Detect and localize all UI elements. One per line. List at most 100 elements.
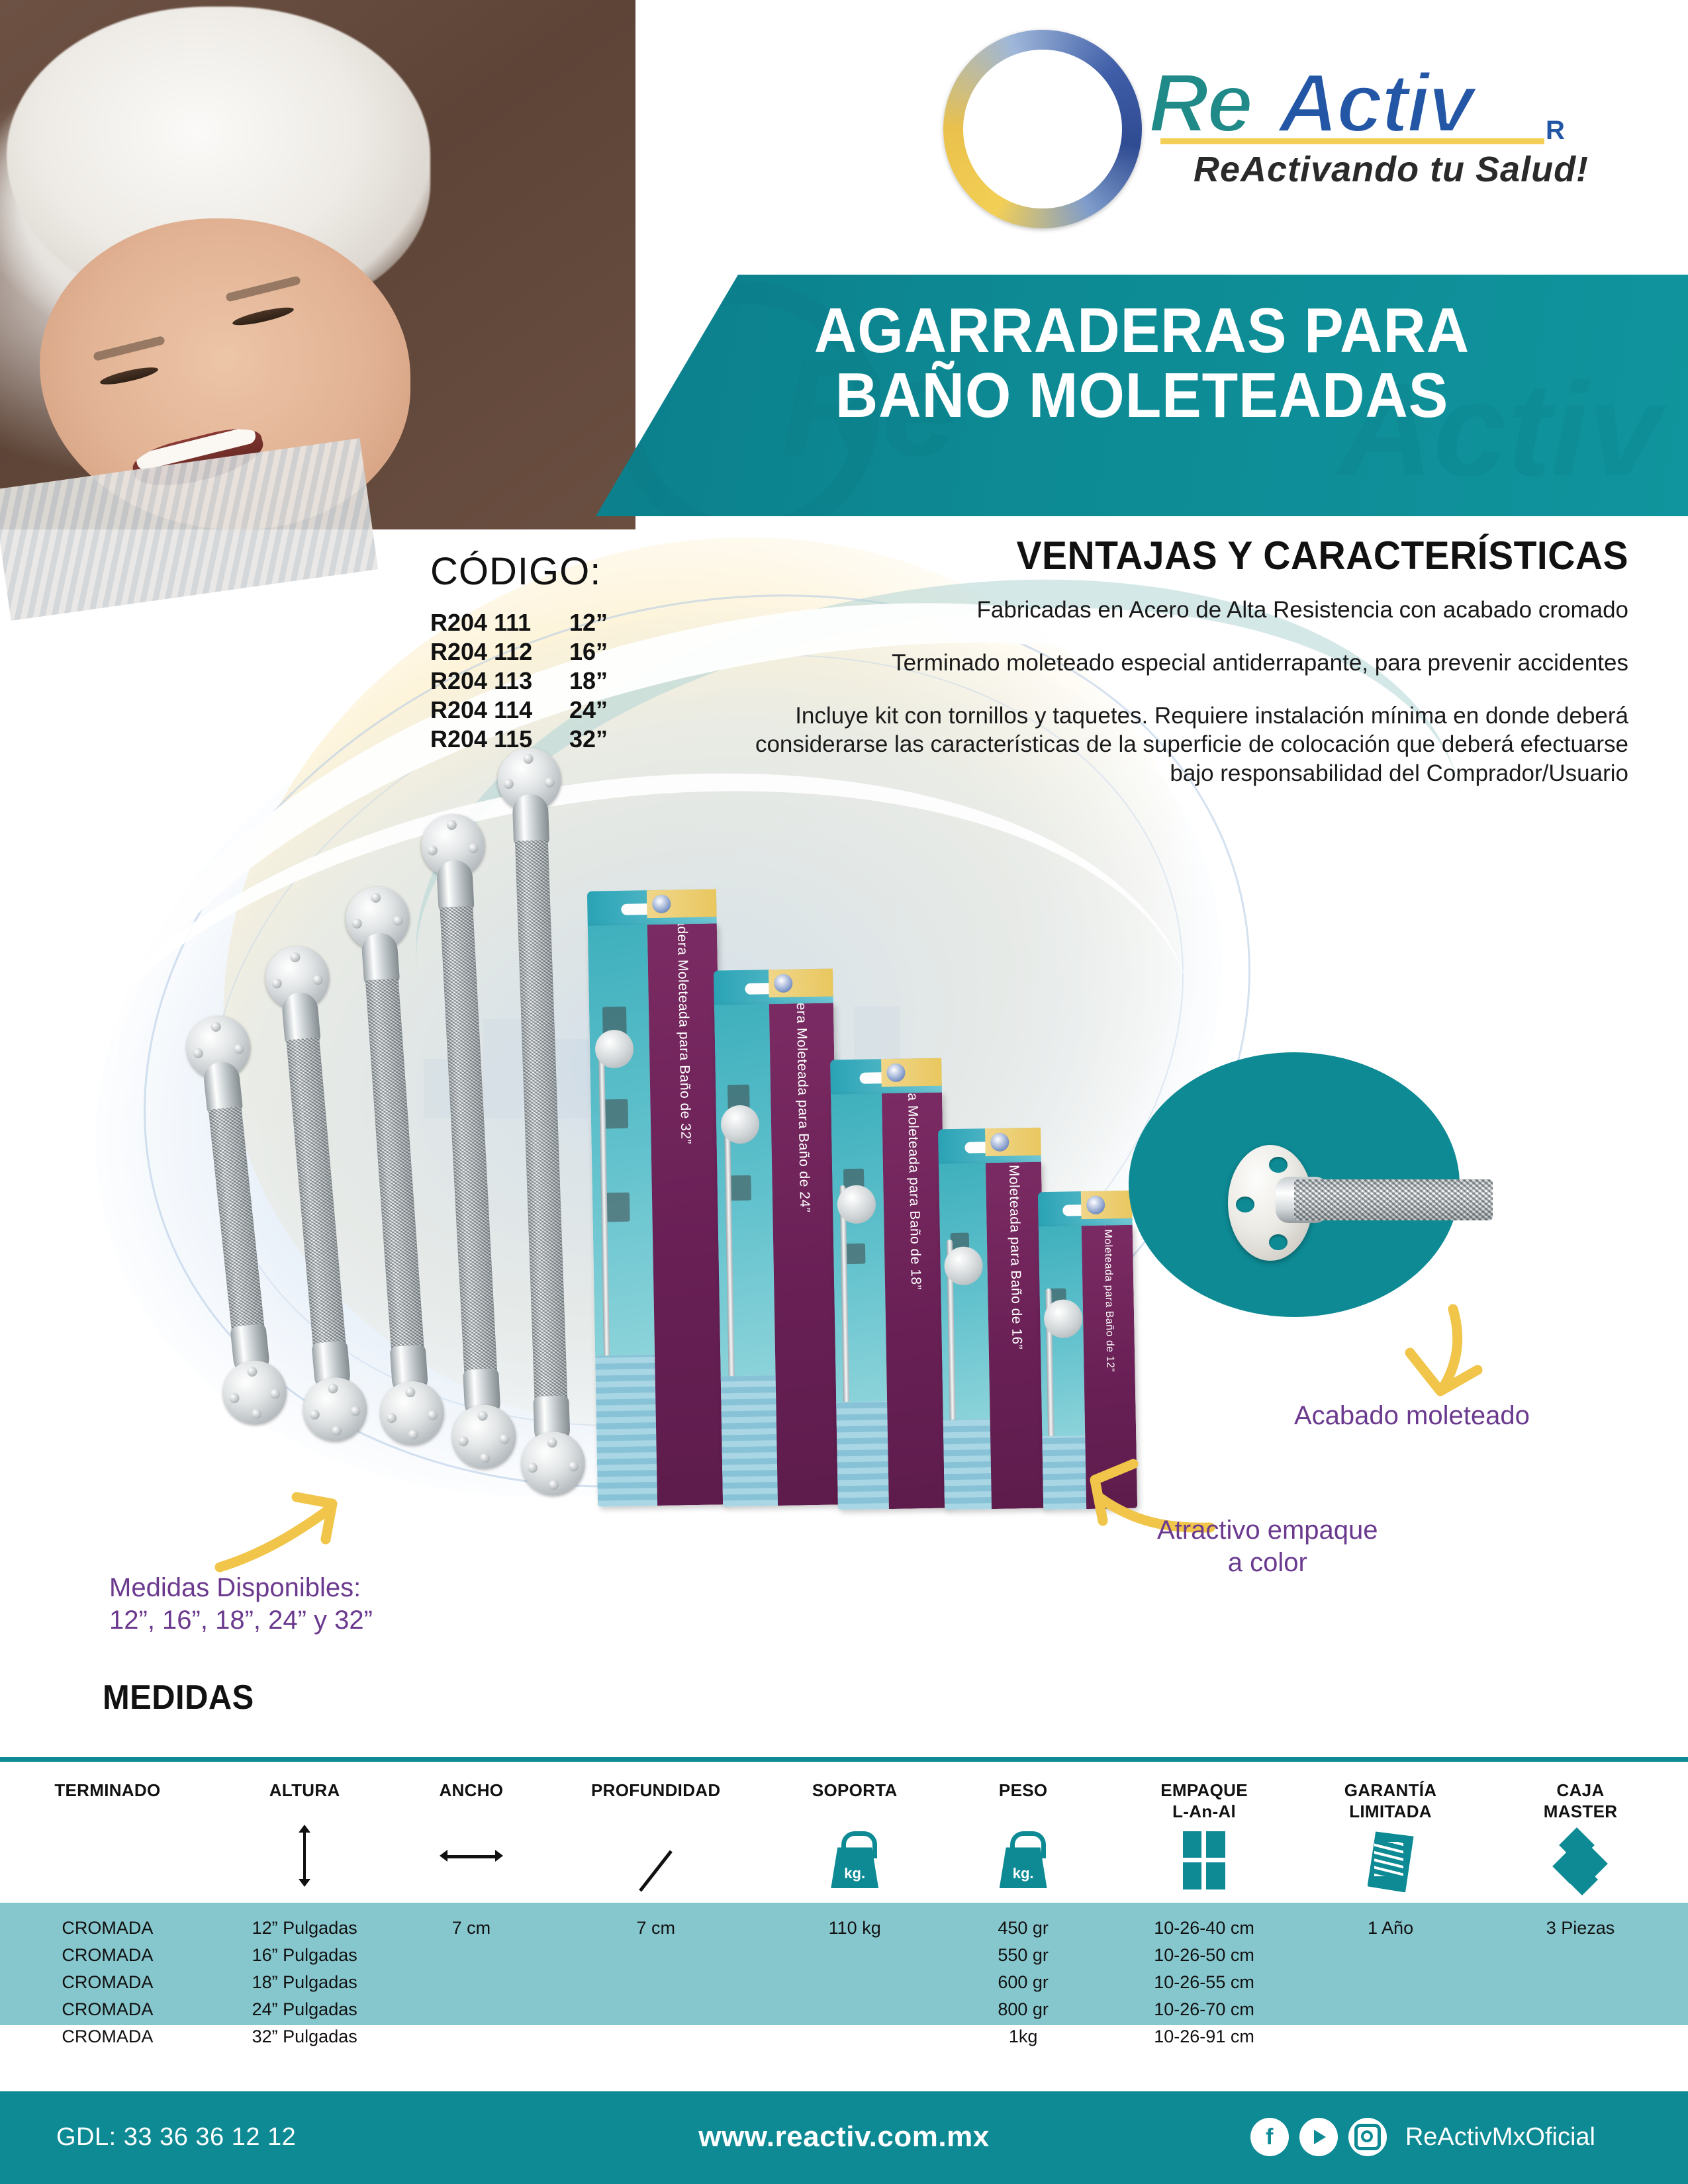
cell-peso: 550 gr	[998, 1945, 1049, 1966]
package-logo-strip	[1081, 1190, 1133, 1220]
table-header-row: TERMINADO ALTURA ANCHO PROFUNDIDAD SOPOR…	[0, 1762, 1688, 1822]
logo-swoop-icon	[1016, 128, 1096, 194]
cell-peso: 600 gr	[998, 1972, 1049, 1993]
cell-empaque: 10-26-70 cm	[1154, 1999, 1254, 2020]
col-header-garantia: GARANTÍA LIMITADA	[1344, 1780, 1437, 1821]
package-front-panel	[938, 1163, 992, 1510]
cell-ancho	[395, 1969, 549, 1996]
codigo-size: 16”	[569, 637, 608, 665]
cell-altura: 32” Pulgadas	[252, 2026, 357, 2047]
footer-website[interactable]: www.reactiv.com.mx	[698, 2120, 990, 2153]
package-logo-strip	[646, 889, 717, 919]
package-body: Agarradera Moleteada para Baño de 32”	[587, 923, 727, 1507]
ventajas-paragraph-3: Incluye kit con tornillos y taquetes. Re…	[755, 702, 1628, 787]
icon-cell-peso: kg.	[946, 1822, 1100, 1911]
cell-terminado: CROMADA	[62, 2026, 154, 2047]
cell-soporta	[763, 1996, 946, 2023]
kg-bag-icon: kg.	[999, 1831, 1047, 1889]
logo-flag-shape	[1029, 64, 1100, 140]
arrow-acabado	[1405, 1304, 1483, 1396]
package-product-flange	[1043, 1299, 1083, 1339]
cell-profundidad	[548, 2023, 763, 2050]
cell-soporta: 110 kg	[828, 1918, 881, 1938]
registered-mark: R	[1546, 116, 1565, 145]
logo-tagline: ReActivando tu Salud!	[1194, 150, 1589, 189]
height-arrow-icon	[299, 1825, 311, 1888]
cell-caja	[1473, 2023, 1688, 2050]
instagram-icon[interactable]	[1348, 2118, 1387, 2156]
cell-garantia	[1308, 1969, 1473, 1996]
logo-word-re: Re	[1147, 55, 1254, 151]
medidas-section-title: MEDIDAS	[103, 1678, 254, 1717]
cell-caja	[1473, 1942, 1688, 1969]
cell-empaque: 10-26-91 cm	[1154, 2026, 1254, 2047]
codigo-code: R204 115	[430, 725, 533, 752]
bar-flange-bottom	[301, 1375, 370, 1444]
hero-photo-elderly-woman	[0, 0, 635, 621]
codigo-code: R204 111	[430, 609, 532, 636]
youtube-icon[interactable]	[1299, 2118, 1338, 2156]
cell-profundidad	[548, 1969, 763, 1996]
package-body: Agarradera Moleteada para Baño de 24”	[714, 1003, 843, 1507]
note-medidas-disponibles: Medidas Disponibles: 12”, 16”, 18”, 24” …	[109, 1573, 373, 1635]
note-acabado-moleteado: Acabado moleteado	[1294, 1401, 1530, 1430]
page-title: AGARRADERAS PARA BAÑO MOLETEADAS	[634, 298, 1650, 428]
bar-elbow-top	[360, 931, 400, 986]
width-arrow-icon	[439, 1850, 503, 1862]
package-front-panel	[714, 1004, 778, 1507]
watermark-text: Re	[781, 330, 959, 485]
bar-shaft	[286, 1037, 347, 1353]
package-body: Agarradera Moleteada para Baño de 18”	[830, 1092, 949, 1510]
title-banner: Re Activ AGARRADERAS PARA BAÑO MOLETEADA…	[596, 275, 1688, 516]
table-data-rows: CROMADA 12” Pulgadas 7 cm 7 cm 110 kg 45…	[0, 1915, 1688, 2050]
icon-cell-caja	[1473, 1822, 1688, 1911]
cell-peso: 450 gr	[998, 1918, 1049, 1938]
logo-figure-icon	[983, 112, 1092, 194]
package-box-24in: Agarradera Moleteada para Baño de 24”	[713, 968, 843, 1507]
cell-empaque: 10-26-40 cm	[1154, 1918, 1254, 1938]
facebook-icon[interactable]: f	[1250, 2118, 1289, 2156]
note-atractivo-empaque: Atractivo empaque a color	[1157, 1516, 1378, 1577]
icon-cell-empaque	[1100, 1822, 1308, 1911]
cell-garantia	[1308, 1942, 1473, 1969]
package-pictogram	[729, 1175, 752, 1201]
bar-elbow-top	[436, 859, 475, 913]
ventajas-paragraph-2: Terminado moleteado especial antiderrapa…	[892, 649, 1628, 676]
codigo-size: 32”	[569, 725, 608, 752]
ventajas-paragraph-1: Fabricadas en Acero de Alta Resistencia …	[976, 597, 1628, 623]
package-tile-art	[943, 1419, 992, 1510]
table-row: CROMADA 18” Pulgadas 600 gr 10-26-55 cm	[0, 1969, 1688, 1996]
cell-peso: 800 gr	[998, 1999, 1049, 2020]
logo-flag-top	[1036, 64, 1094, 76]
footer-social: f ReActivMxOficial	[1250, 2118, 1595, 2156]
footer-phone: GDL: 33 36 36 12 12	[56, 2123, 297, 2151]
banner-watermark-right: Activ	[1337, 356, 1662, 504]
cell-ancho	[395, 1942, 549, 1969]
logo-word-activ: Activ	[1277, 55, 1476, 151]
logo-wordmark: Re Activ R	[1147, 55, 1605, 154]
cell-terminado: CROMADA	[62, 1918, 154, 1938]
logo-mark-icon	[943, 30, 1142, 228]
table-row: CROMADA 24” Pulgadas 800 gr 10-26-70 cm	[0, 1996, 1688, 2023]
cell-altura: 18” Pulgadas	[252, 1972, 357, 1993]
cell-altura: 16” Pulgadas	[252, 1945, 357, 1966]
col-header-profundidad: PROFUNDIDAD	[591, 1780, 721, 1800]
cell-empaque: 10-26-50 cm	[1154, 1945, 1254, 1966]
cell-terminado: CROMADA	[62, 1972, 154, 1993]
bar-flange-bottom	[520, 1430, 586, 1496]
cell-peso: 1kg	[1008, 2026, 1038, 2047]
bar-shaft	[440, 905, 498, 1381]
package-logo-strip	[881, 1058, 942, 1087]
section-divider	[0, 1757, 1688, 1762]
cell-garantia: 1 Año	[1368, 1918, 1414, 1938]
icon-cell-ancho	[395, 1822, 549, 1911]
cell-garantia	[1308, 1996, 1473, 2023]
codigo-row: R204 113 18”	[430, 666, 741, 696]
bar-shaft	[365, 978, 425, 1357]
cell-soporta	[763, 1942, 946, 1969]
logo-underline	[1160, 138, 1544, 144]
cell-soporta	[763, 1969, 946, 1996]
col-header-ancho: ANCHO	[439, 1780, 504, 1800]
package-logo-strip	[768, 968, 833, 998]
icon-cell-altura	[215, 1822, 395, 1911]
